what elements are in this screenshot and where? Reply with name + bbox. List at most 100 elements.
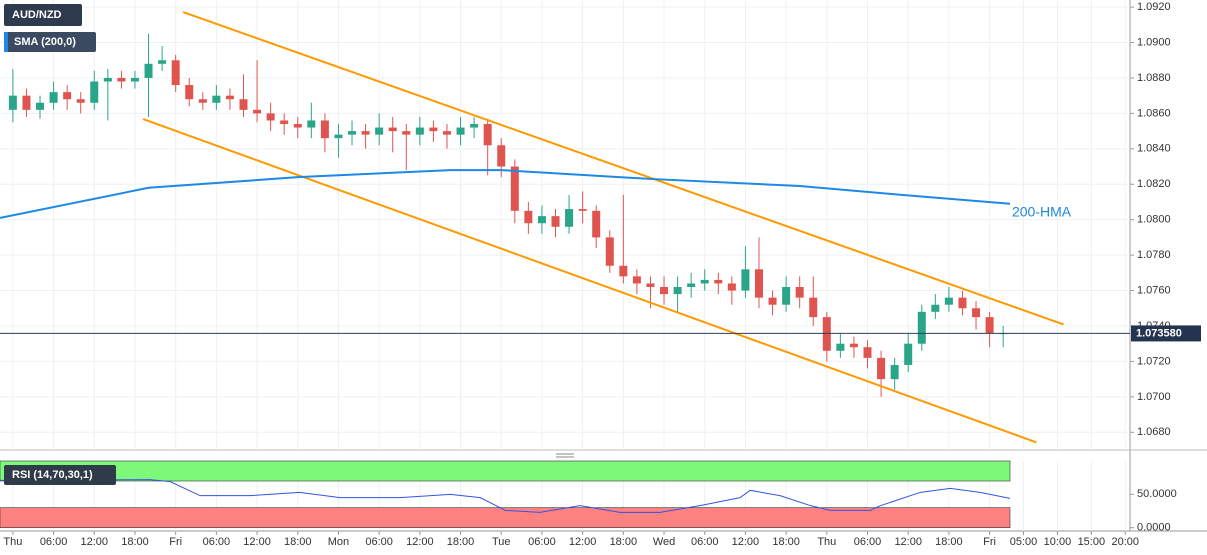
candle-body	[442, 131, 451, 135]
candle-body	[103, 77, 112, 82]
legend-box	[4, 32, 96, 52]
candle-body	[36, 102, 45, 110]
y-tick-label: 1.0900	[1137, 36, 1171, 48]
x-tick-label: 12:00	[406, 536, 434, 548]
y-tick-label: 1.0760	[1137, 284, 1171, 296]
x-tick-label: 18:00	[935, 536, 963, 548]
candle-body	[280, 120, 289, 125]
y-tick-label: 1.0840	[1137, 143, 1171, 155]
candle-body	[714, 279, 723, 284]
y-tick-label: 0.0000	[1137, 522, 1171, 534]
candle-body	[904, 343, 913, 365]
y-tick-label: 1.0880	[1137, 72, 1171, 84]
x-tick-label: Thu	[3, 536, 22, 548]
x-tick-label: 18:00	[772, 536, 800, 548]
candle-body	[225, 95, 234, 100]
candle-body	[497, 145, 506, 167]
candle-body	[510, 166, 519, 211]
rsi-band	[0, 507, 1011, 528]
y-tick-label: 1.0920	[1137, 1, 1171, 13]
candle-body	[768, 297, 777, 305]
x-tick-label: 06:00	[365, 536, 393, 548]
candle-body	[660, 287, 669, 295]
candle-body	[158, 60, 167, 64]
candle-body	[727, 283, 736, 291]
candle-body	[646, 283, 655, 288]
candle-body	[22, 95, 31, 110]
rsi-band	[0, 460, 1011, 482]
candle-body	[822, 317, 831, 351]
candle-body	[130, 77, 139, 82]
x-tick-label: 18:00	[121, 536, 149, 548]
candle-body	[76, 99, 85, 103]
candle-body	[415, 127, 424, 135]
x-tick-label: Fri	[169, 536, 182, 548]
x-tick-label: 15:00	[1078, 536, 1106, 548]
candle-body	[470, 124, 479, 128]
candle-body	[931, 304, 940, 312]
candle-body	[456, 127, 465, 135]
y-tick-label: 1.0720	[1137, 355, 1171, 367]
candle-body	[144, 63, 153, 78]
legend-title: RSI (14,70,30,1)	[12, 469, 93, 481]
candle-body	[320, 120, 329, 139]
candle-body	[8, 95, 17, 110]
channel-line	[182, 11, 1064, 326]
candle-body	[266, 113, 275, 121]
candle-body	[687, 283, 696, 288]
candle-body	[483, 124, 492, 146]
candle-body	[619, 265, 628, 277]
candle-body	[537, 216, 546, 224]
legend-box	[4, 4, 82, 26]
candle-body	[429, 127, 438, 132]
y-tick-label: 1.0820	[1137, 178, 1171, 190]
candle-body	[402, 131, 411, 135]
candle-body	[198, 99, 207, 103]
y-tick-label: 1.0860	[1137, 107, 1171, 119]
candle-body	[754, 269, 763, 298]
indicator-label: SMA (200,0)	[14, 36, 76, 48]
candle-body	[348, 131, 357, 135]
candle-body	[388, 127, 397, 132]
last-price-label: 1.073580	[1136, 327, 1182, 339]
candle-body	[836, 343, 845, 351]
x-tick-label: Thu	[817, 536, 836, 548]
x-tick-label: Fri	[983, 536, 996, 548]
x-tick-label: 06:00	[203, 536, 231, 548]
channel-line	[142, 118, 1037, 444]
candle-body	[63, 92, 72, 100]
candle-body	[565, 209, 574, 227]
candle-body	[239, 99, 248, 110]
last-price-box	[1131, 325, 1201, 342]
y-tick-label: 1.0680	[1137, 426, 1171, 438]
x-tick-label: 18:00	[284, 536, 312, 548]
line-label: 200-HMA	[1012, 203, 1072, 219]
candle-body	[605, 237, 614, 266]
legend-title: AUD/NZD	[12, 9, 62, 21]
candle-body	[782, 287, 791, 305]
x-tick-label: 18:00	[610, 536, 638, 548]
candle-body	[185, 85, 194, 100]
candle-body	[741, 269, 750, 291]
candle-body	[958, 297, 967, 309]
candle-body	[551, 216, 560, 227]
candle-body	[673, 287, 682, 295]
x-tick-label: 06:00	[40, 536, 68, 548]
candle-body	[795, 287, 804, 298]
x-tick-label: 10:00	[1044, 536, 1072, 548]
candle-body	[632, 276, 641, 284]
candle-body	[171, 60, 180, 86]
candle-body	[809, 297, 818, 318]
candle-body	[375, 127, 384, 135]
x-tick-label: Wed	[653, 536, 675, 548]
candle-body	[890, 364, 899, 380]
x-tick-label: Tue	[492, 536, 511, 548]
y-tick-label: 1.0700	[1137, 391, 1171, 403]
candle-body	[944, 297, 953, 305]
legend-box	[4, 465, 116, 485]
x-tick-label: 12:00	[81, 536, 109, 548]
candle-body	[307, 120, 316, 128]
candle-body	[212, 95, 221, 103]
